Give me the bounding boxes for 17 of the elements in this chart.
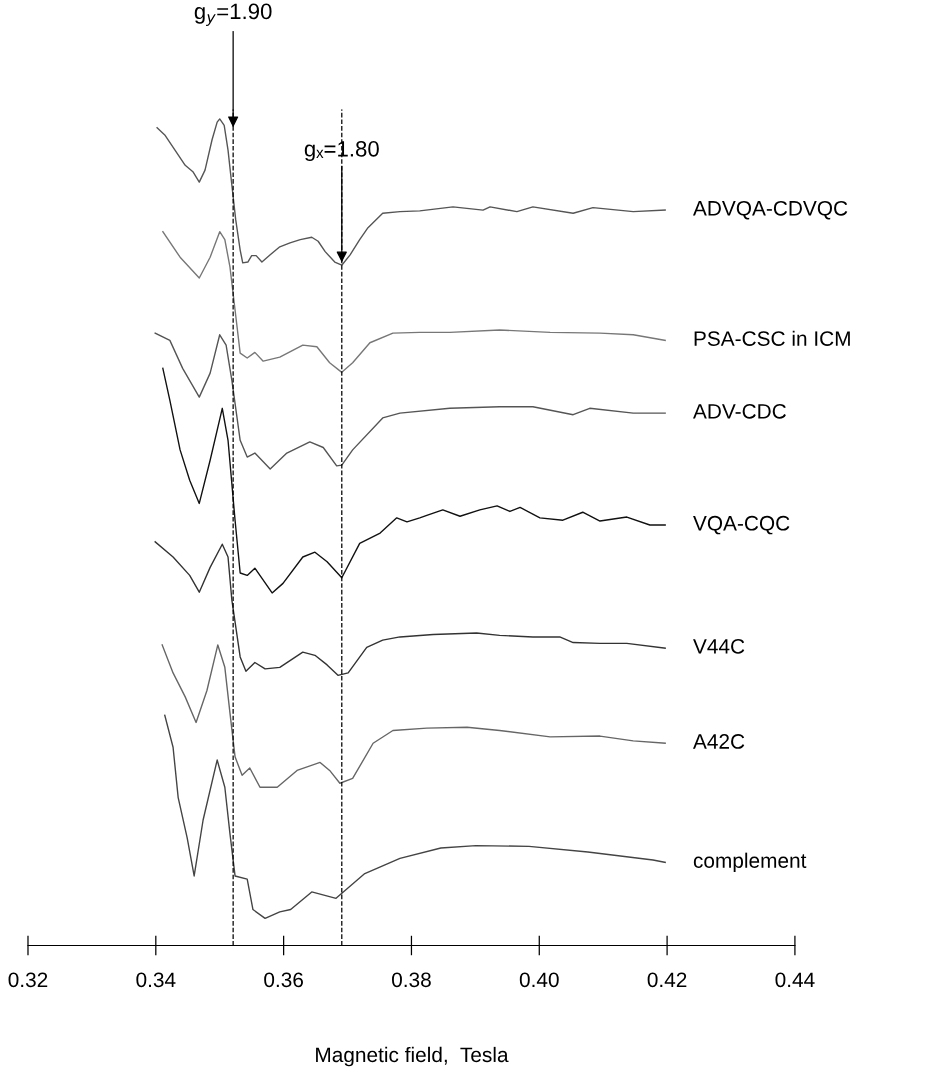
series-label: complement	[693, 852, 807, 873]
x-tick-label: 0.44	[775, 972, 815, 988]
series-label: A42C	[693, 734, 745, 749]
x-tick-label: 0.34	[136, 972, 176, 988]
series-label: ADV-CDC	[693, 403, 786, 419]
series-label: V44C	[693, 638, 745, 654]
x-tick-label: 0.42	[647, 972, 687, 988]
annotation: gₓ=1.80	[304, 140, 379, 162]
annotation: g$_{y}$=1.90	[194, 3, 272, 26]
series-label: VQA-CQC	[693, 515, 790, 535]
x-tick-label: 0.38	[391, 972, 431, 988]
x-tick-label: 0.40	[519, 972, 559, 988]
x-tick-label: 0.32	[8, 972, 48, 988]
x-tick-label: 0.36	[264, 972, 303, 988]
series-label: PSA-CSC in ICM	[694, 330, 850, 346]
x-axis-title: Magnetic field, Tesla	[316, 1046, 509, 1067]
series-label: ADVQA-CDVQC	[693, 200, 848, 220]
